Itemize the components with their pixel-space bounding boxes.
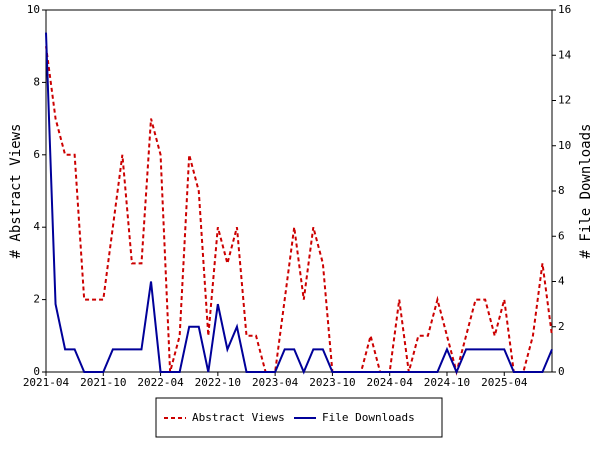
x-tick-label: 2023-04 — [252, 376, 299, 389]
y2-tick-label: 2 — [558, 320, 565, 333]
legend-label: File Downloads — [322, 411, 415, 424]
y-axis-label: # Abstract Views — [8, 124, 24, 259]
y2-axis-label: # File Downloads — [578, 124, 594, 259]
x-tick-label: 2025-04 — [481, 376, 528, 389]
series-line — [45, 32, 553, 375]
plot-frame — [45, 9, 553, 373]
y-tick-label: 4 — [33, 220, 40, 233]
y-tick-label: 10 — [27, 3, 40, 16]
y2-tick-label: 4 — [558, 275, 565, 288]
x-tick-label: 2021-10 — [80, 376, 126, 389]
series-line — [45, 46, 553, 376]
y2-tick-label: 16 — [558, 3, 571, 16]
x-tick-label: 2022-04 — [137, 376, 184, 389]
y2-tick-label: 0 — [558, 365, 565, 378]
y2-tick-label: 12 — [558, 94, 571, 107]
x-tick-label: 2024-04 — [367, 376, 414, 389]
y2-tick-label: 8 — [558, 184, 565, 197]
x-tick-label: 2024-10 — [424, 376, 470, 389]
y2-tick-label: 14 — [558, 48, 572, 61]
x-tick-label: 2022-10 — [195, 376, 241, 389]
legend-label: Abstract Views — [192, 411, 285, 424]
x-tick-label: 2021-04 — [23, 376, 70, 389]
y-tick-label: 6 — [33, 148, 40, 161]
y2-tick-label: 10 — [558, 139, 571, 152]
y-tick-label: 2 — [33, 293, 40, 306]
y2-tick-label: 6 — [558, 229, 565, 242]
x-tick-label: 2023-10 — [309, 376, 355, 389]
y-tick-label: 8 — [33, 75, 40, 88]
y-tick-label: 0 — [33, 365, 40, 378]
